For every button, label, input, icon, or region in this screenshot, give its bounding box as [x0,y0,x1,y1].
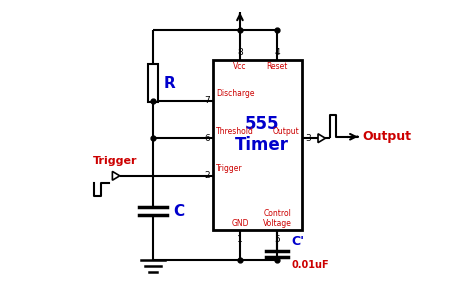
Bar [148,64,158,102]
Text: Trigger: Trigger [216,165,242,173]
Text: Threshold: Threshold [216,127,254,136]
Text: 0.01uF: 0.01uF [291,260,329,270]
Text: Trigger: Trigger [92,156,137,166]
Text: Output: Output [362,130,411,143]
Text: 4: 4 [274,48,280,57]
Text: Vcc: Vcc [233,62,246,71]
Text: Reset: Reset [266,62,288,71]
Text: 555
Timer: 555 Timer [235,115,289,154]
Text: 2: 2 [204,171,210,180]
Text: C: C [173,204,184,219]
Text: 7: 7 [204,96,210,105]
Bar [213,59,302,231]
Text: 6: 6 [204,134,210,143]
Text: 8: 8 [237,48,243,57]
Text: Output: Output [273,127,300,136]
Text: Control
Voltage: Control Voltage [263,209,292,228]
Text: Discharge: Discharge [216,89,254,98]
Text: 3: 3 [305,134,311,143]
Text: GND: GND [231,219,249,228]
Text: R: R [164,76,176,91]
Text: 1: 1 [237,235,243,244]
Text: C': C' [291,235,304,248]
Text: 5: 5 [274,235,280,244]
